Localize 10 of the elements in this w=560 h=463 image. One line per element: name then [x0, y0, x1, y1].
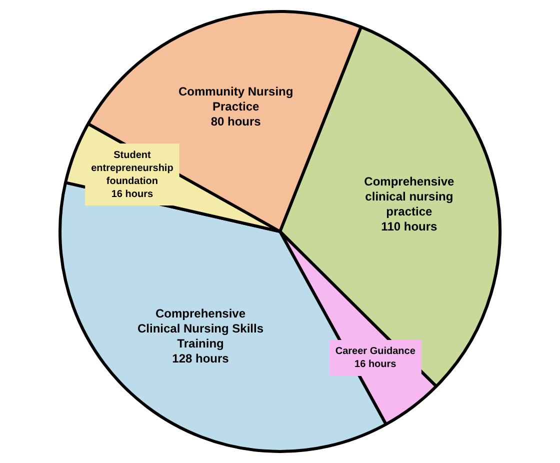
data-label: 16 hours [111, 188, 154, 200]
data-label: 80 hours [210, 114, 262, 128]
data-label: 110 hours [381, 219, 438, 234]
slice-label: Comprehensive Clinical Nursing Skills Training [137, 306, 264, 351]
slice-label: Community Nursing Practice [178, 84, 294, 114]
data-label: 128 hours [172, 352, 230, 366]
slice-label: Career Guidance [335, 346, 416, 358]
slice-label: Comprehensive clinical nursing practice [364, 174, 455, 218]
data-label: 16 hours [354, 359, 397, 370]
slice-label: Student entrepreneurship foundation [91, 150, 174, 187]
